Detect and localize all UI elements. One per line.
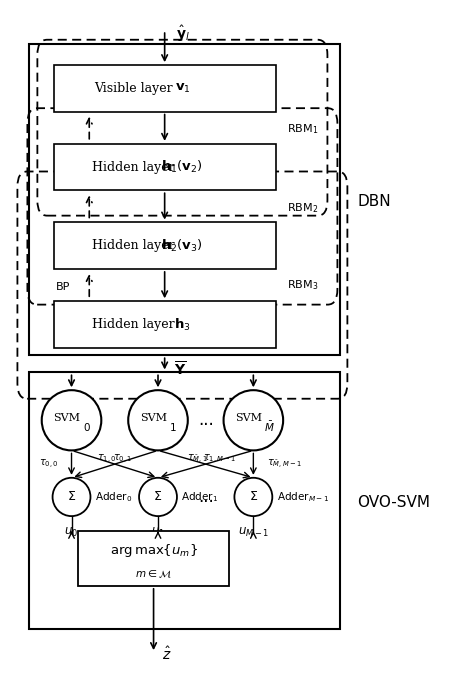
Text: $\Sigma$: $\Sigma$ [67, 491, 76, 504]
Text: RBM$_1$: RBM$_1$ [286, 122, 317, 136]
Text: $\tau_{1,M-1}$: $\tau_{1,M-1}$ [202, 453, 236, 466]
Text: $u_0$: $u_0$ [64, 526, 78, 540]
Text: $u_1$: $u_1$ [151, 526, 165, 540]
Text: SVM: SVM [54, 413, 80, 422]
Text: BP: BP [55, 282, 70, 292]
Text: ...: ... [198, 488, 213, 506]
Ellipse shape [139, 477, 177, 516]
Ellipse shape [234, 477, 272, 516]
Text: $\hat{z}$: $\hat{z}$ [162, 646, 172, 663]
Text: $\mathbf{h}_1(\mathbf{v}_2)$: $\mathbf{h}_1(\mathbf{v}_2)$ [161, 159, 203, 175]
Text: OVO-SVM: OVO-SVM [357, 495, 430, 510]
Text: $m\in\mathcal{M}$: $m\in\mathcal{M}$ [135, 568, 172, 580]
Text: Hidden layer: Hidden layer [92, 318, 175, 331]
Text: ...: ... [198, 411, 213, 429]
Ellipse shape [52, 477, 90, 516]
Text: $\Sigma$: $\Sigma$ [153, 491, 162, 504]
Text: ...: ... [199, 526, 212, 540]
FancyBboxPatch shape [54, 65, 275, 112]
Text: Hidden layer: Hidden layer [92, 239, 175, 253]
Text: $u_{M-1}$: $u_{M-1}$ [237, 526, 268, 540]
Text: $\tau_{\bar{M},M-1}$: $\tau_{\bar{M},M-1}$ [266, 457, 301, 471]
Text: $\mathbf{v}_1$: $\mathbf{v}_1$ [174, 82, 190, 95]
FancyBboxPatch shape [54, 222, 275, 269]
Text: $\Sigma$: $\Sigma$ [248, 491, 258, 504]
Text: $\arg\max\left\{u_m\right\}$: $\arg\max\left\{u_m\right\}$ [109, 542, 197, 559]
Text: RBM$_3$: RBM$_3$ [286, 279, 317, 293]
Text: $\mathbf{h}_3$: $\mathbf{h}_3$ [174, 317, 190, 333]
Text: DBN: DBN [357, 194, 391, 209]
Text: $0$: $0$ [83, 421, 90, 433]
Text: $\hat{\mathbf{y}}_l$: $\hat{\mathbf{y}}_l$ [175, 23, 189, 43]
Text: Hidden layer: Hidden layer [92, 161, 175, 174]
Text: $1$: $1$ [169, 421, 176, 433]
FancyBboxPatch shape [78, 531, 229, 586]
Text: $\bar{M}$: $\bar{M}$ [264, 420, 275, 434]
Text: $\mathbf{h}_2(\mathbf{v}_3)$: $\mathbf{h}_2(\mathbf{v}_3)$ [161, 238, 203, 254]
Text: RBM$_2$: RBM$_2$ [286, 201, 317, 215]
Text: $\tau_{1,0}$: $\tau_{1,0}$ [97, 453, 117, 466]
Ellipse shape [223, 390, 282, 451]
FancyBboxPatch shape [29, 373, 339, 629]
Text: Adder$_{0}$: Adder$_{0}$ [95, 490, 132, 504]
Ellipse shape [41, 390, 101, 451]
Text: Visible layer: Visible layer [94, 82, 173, 95]
Text: $\overline{\mathbf{Y}}$: $\overline{\mathbf{Y}}$ [173, 359, 185, 378]
Text: Adder$_{1}$: Adder$_{1}$ [181, 490, 218, 504]
Text: Adder$_{M-1}$: Adder$_{M-1}$ [276, 490, 328, 504]
FancyBboxPatch shape [54, 144, 275, 190]
FancyBboxPatch shape [54, 302, 275, 348]
Text: $\tau_{0,1}$: $\tau_{0,1}$ [112, 453, 132, 466]
Ellipse shape [128, 390, 187, 451]
FancyBboxPatch shape [29, 44, 339, 355]
Text: SVM: SVM [140, 413, 167, 422]
Text: SVM: SVM [235, 413, 262, 422]
Text: $\tau_{\bar{M},1}$: $\tau_{\bar{M},1}$ [187, 453, 208, 466]
Text: $\tau_{0,0}$: $\tau_{0,0}$ [38, 457, 58, 471]
